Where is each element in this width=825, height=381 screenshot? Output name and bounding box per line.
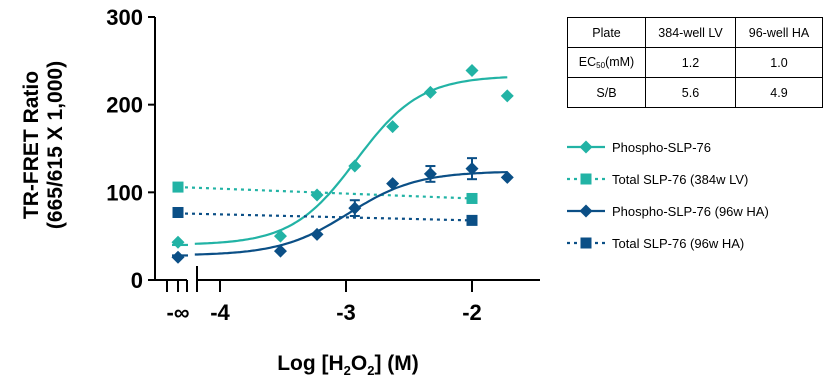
data-point	[348, 201, 362, 215]
x-tick-label: -3	[336, 300, 356, 325]
table-sb-96-well: 4.9	[735, 77, 823, 108]
x-tick-label: -2	[462, 300, 482, 325]
data-point-baseline	[172, 181, 184, 193]
data-point	[500, 170, 514, 184]
y-tick-label: 200	[106, 93, 143, 118]
data-point	[466, 214, 478, 226]
legend-label: Total SLP-76 (96w HA)	[612, 236, 744, 251]
legend-marker	[579, 204, 593, 218]
legend-item: Total SLP-76 (96w HA)	[567, 236, 744, 251]
table-ec50-96-well: 1.0	[735, 47, 823, 78]
data-point-baseline	[171, 250, 185, 264]
data-point	[423, 85, 437, 99]
y-tick-label: 0	[131, 268, 143, 293]
table-ec50-label: EC50(mM)	[567, 47, 646, 78]
table-header-row: Plate 384-well LV 96-well HA	[567, 17, 823, 48]
fit-curve	[194, 76, 508, 245]
table-row-sb: S/B 5.6 4.9	[567, 77, 823, 108]
legend-item: Phospho-SLP-76 (96w HA)	[567, 204, 769, 219]
data-point	[310, 227, 324, 241]
trend-line	[177, 212, 473, 222]
x-axis-title: Log [H2O2] (M)	[277, 352, 419, 378]
data-point	[465, 63, 479, 77]
table-header-plate: Plate	[567, 17, 646, 48]
series-3	[171, 157, 514, 264]
y-axis-title-line-2: (665/615 X 1,000)	[44, 61, 67, 229]
data-point	[465, 162, 479, 176]
legend-item: Total SLP-76 (384w LV)	[567, 172, 748, 187]
legend-marker	[580, 237, 592, 249]
data-point-baseline	[171, 235, 185, 249]
y-axis-title-line-1: TR-FRET Ratio	[20, 71, 43, 219]
legend-label: Total SLP-76 (384w LV)	[612, 172, 748, 187]
legend-label: Phospho-SLP-76 (96w HA)	[612, 204, 769, 219]
data-point	[310, 188, 324, 202]
trend-line	[177, 185, 473, 200]
data-point	[273, 229, 287, 243]
table-sb-label: S/B	[567, 77, 646, 108]
results-table: Plate 384-well LV 96-well HA EC50(mM) 1.…	[567, 17, 823, 108]
table-header-384-well: 384-well LV	[645, 17, 736, 48]
data-point-baseline	[172, 206, 184, 218]
axes: 0 100 200 300 -∞ -4 -3 -2	[106, 5, 540, 325]
fit-curve	[194, 171, 508, 256]
y-tick-label: 100	[106, 180, 143, 205]
data-point	[423, 167, 437, 181]
legend-label: Phospho-SLP-76	[612, 140, 711, 155]
legend-marker	[580, 173, 592, 185]
legend: Phospho-SLP-76 Total SLP-76 (384w LV) Phos…	[567, 140, 769, 251]
x-tick-label: -4	[210, 300, 230, 325]
data-point	[466, 192, 478, 204]
y-tick-label: 300	[106, 5, 143, 30]
data-point	[500, 89, 514, 103]
legend-marker	[579, 140, 593, 154]
table-row-ec50: EC50(mM) 1.2 1.0	[567, 47, 823, 78]
series-4	[172, 206, 478, 226]
series-layer	[171, 63, 514, 264]
data-point	[348, 159, 362, 173]
table-ec50-384-well: 1.2	[645, 47, 736, 78]
series-2	[172, 181, 478, 204]
data-point	[386, 177, 400, 191]
data-point	[273, 244, 287, 258]
table-header-96-well: 96-well HA	[735, 17, 823, 48]
table-sb-384-well: 5.6	[645, 77, 736, 108]
legend-item: Phospho-SLP-76	[567, 140, 711, 155]
series-1	[171, 63, 514, 249]
x-tick-label-neg-infinity: -∞	[166, 300, 189, 325]
data-point	[386, 120, 400, 134]
